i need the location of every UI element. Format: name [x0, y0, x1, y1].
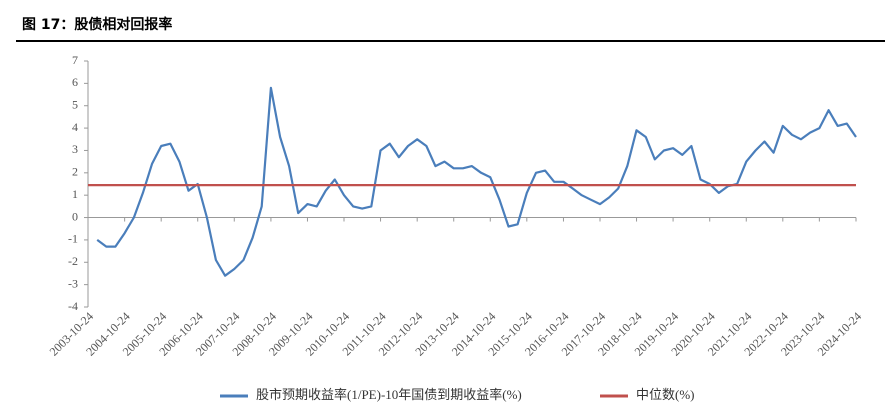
y-tick-label: 5 — [72, 97, 78, 111]
y-tick-label: 7 — [72, 53, 78, 67]
y-tick-label: -3 — [68, 276, 78, 290]
y-tick-label: -2 — [68, 254, 78, 268]
legend-label: 中位数(%) — [636, 387, 695, 402]
data-line — [96, 86, 857, 277]
y-tick-label: 0 — [72, 209, 78, 223]
y-tick-label: 3 — [72, 142, 78, 156]
chart-title: 图 17：股债相对回报率 — [22, 16, 172, 33]
y-tick-label: -4 — [68, 299, 78, 313]
y-tick-label: 1 — [72, 187, 78, 201]
legend-label: 股市预期收益率(1/PE)-10年国债到期收益率(%) — [256, 387, 522, 402]
y-tick-label: 6 — [72, 75, 78, 89]
y-tick-label: 2 — [72, 165, 78, 179]
y-tick-label: -1 — [68, 232, 78, 246]
y-tick-label: 4 — [72, 120, 78, 134]
